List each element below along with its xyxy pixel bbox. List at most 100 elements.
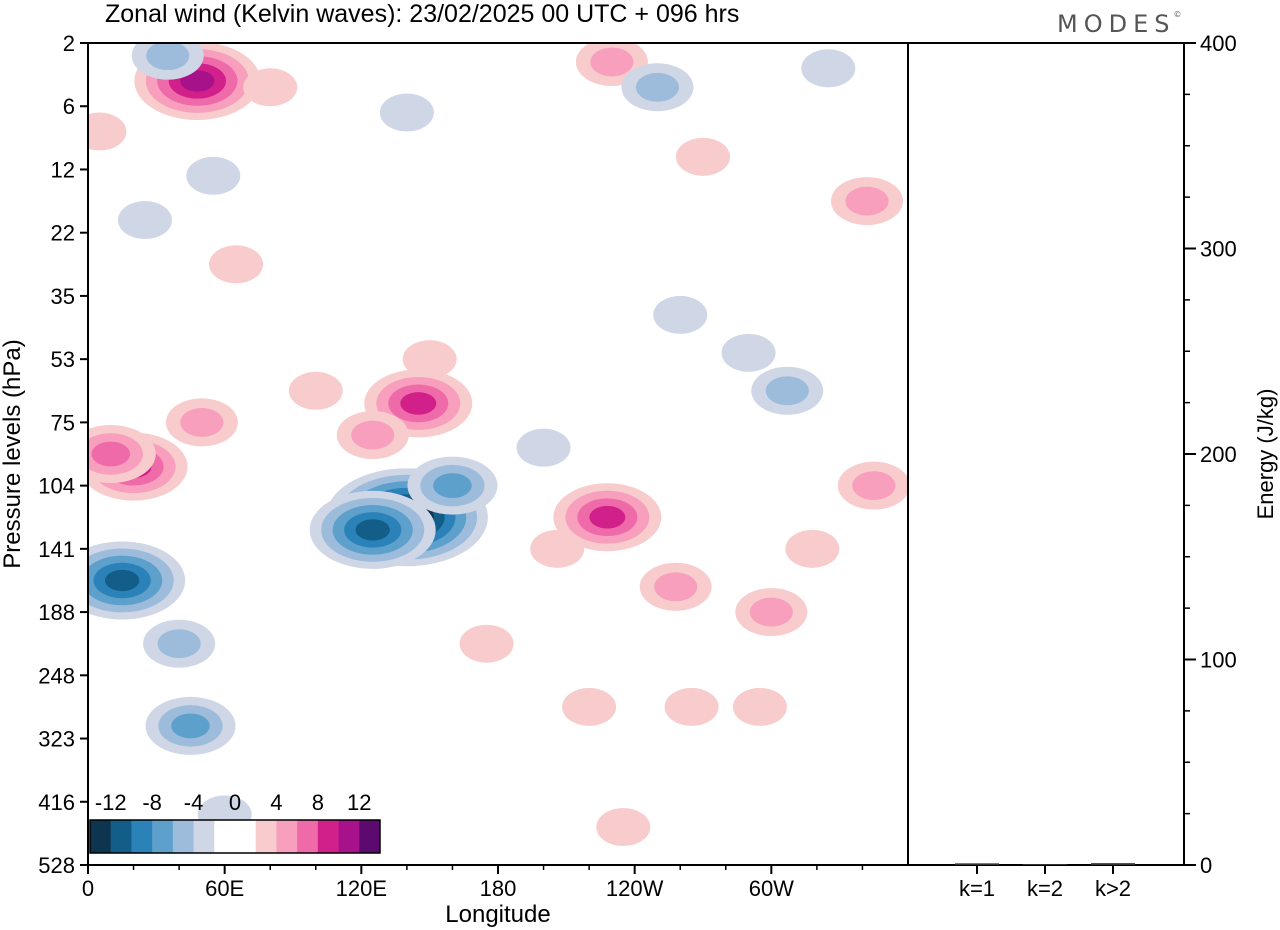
energy-bar — [1091, 863, 1135, 865]
longitude-tick-label: 60E — [205, 876, 244, 901]
energy-tick-label: 200 — [1200, 442, 1237, 467]
wind-anomaly-contour — [721, 333, 776, 372]
pressure-tick-label: 22 — [51, 221, 75, 246]
energy-tick-label: 400 — [1200, 31, 1237, 56]
colorbar-swatch — [214, 820, 236, 853]
colorbar-label: 0 — [229, 790, 241, 815]
energy-tick-label: 0 — [1200, 853, 1212, 878]
colorbar-swatch — [235, 820, 257, 853]
pressure-tick-label: 2 — [63, 31, 75, 56]
wind-anomaly-contour — [209, 245, 264, 284]
energy-bar — [955, 863, 999, 865]
colorbar-label: -12 — [95, 790, 127, 815]
modes-logo: MODES© — [1057, 10, 1181, 38]
colorbar-swatch — [110, 820, 132, 853]
wind-anomaly-contour — [785, 529, 840, 568]
wind-anomaly-contour — [635, 72, 680, 102]
wind-anomaly-contour — [157, 629, 201, 659]
energy-category-label: k=1 — [959, 876, 995, 901]
wind-anomaly-contour — [664, 687, 719, 726]
colorbar-swatch — [276, 820, 298, 853]
energy-category-label: k>2 — [1095, 876, 1131, 901]
wind-anomaly-contour — [288, 371, 343, 410]
energy-frame — [907, 42, 1185, 866]
brand-mark: © — [1173, 10, 1182, 19]
colorbar-swatch — [297, 820, 319, 853]
colorbar-swatch — [255, 820, 277, 853]
wind-anomaly-contour — [749, 597, 793, 627]
colorbar-swatch — [359, 820, 381, 853]
wind-anomaly-contour — [400, 392, 437, 415]
wind-anomaly-contour — [433, 473, 472, 499]
wind-anomaly-contour — [801, 49, 856, 88]
colorbar-legend: -12 -8 -4 0 4 8 12 — [89, 790, 381, 854]
pressure-tick-label: 75 — [51, 410, 75, 435]
wind-anomaly-contour — [530, 529, 585, 568]
longitude-tick-label: 120W — [606, 876, 664, 901]
longitude-tick-label: 120E — [336, 876, 387, 901]
wind-anomaly-contour — [676, 137, 730, 176]
colorbar-swatch — [152, 820, 174, 853]
wind-anomaly-contour — [355, 519, 390, 541]
pressure-tick-label: 12 — [51, 157, 75, 182]
pressure-tick-label: 188 — [38, 600, 75, 625]
pressure-tick-label: 6 — [63, 94, 75, 119]
pressure-tick-label: 416 — [38, 790, 75, 815]
energy-category-label: k=2 — [1027, 876, 1063, 901]
wind-anomaly-contour — [186, 156, 241, 195]
energy-bars: k=1 k=2 k>2 — [955, 863, 1135, 901]
energy-axis-label: Energy (J/kg) — [1253, 389, 1278, 520]
wind-anomaly-contour — [180, 407, 224, 437]
colorbar-frame — [89, 819, 381, 854]
pressure-axis: 2 6 12 22 35 53 75 104 141 188 248 323 416 528 — [38, 31, 88, 878]
wind-anomaly-contour — [765, 376, 809, 406]
wind-anomaly-contour — [88, 112, 127, 151]
wind-anomaly-contour — [516, 428, 571, 467]
colorbar-swatch — [193, 820, 215, 853]
colorbar-swatch — [317, 820, 340, 853]
wind-anomaly-contour — [590, 47, 634, 77]
wind-anomaly-contour — [180, 70, 215, 92]
colorbar-label: 4 — [270, 790, 282, 815]
longitude-axis: 0 60E 120E 180 120W 60W — [82, 865, 864, 901]
wind-anomaly-field — [88, 43, 908, 847]
pressure-tick-label: 104 — [38, 474, 75, 499]
pressure-tick-label: 528 — [38, 853, 75, 878]
wind-anomaly-contour — [117, 201, 172, 240]
energy-panel: k=1 k=2 k>2 0 100 200 300 400 Energy (J/kg) — [907, 31, 1278, 901]
energy-tick-label: 300 — [1200, 237, 1237, 262]
pressure-tick-label: 35 — [51, 284, 75, 309]
wind-anomaly-contour — [146, 43, 190, 71]
x-axis-label: Longitude — [445, 901, 550, 928]
figure-title: Zonal wind (Kelvin waves): 23/02/2025 00… — [105, 0, 739, 28]
energy-axis: 0 100 200 300 400 — [1184, 31, 1237, 878]
wind-anomaly-contour — [589, 505, 626, 529]
wind-anomaly-contour — [171, 713, 210, 739]
wind-anomaly-contour — [351, 420, 395, 450]
wind-anomaly-contour — [732, 687, 787, 726]
wind-anomaly-contour — [243, 68, 298, 107]
colorbar-swatch — [90, 820, 112, 853]
wind-anomaly-contour — [402, 340, 457, 379]
energy-bar — [1023, 864, 1067, 865]
colorbar-swatch — [131, 820, 153, 853]
longitude-tick-label: 60W — [749, 876, 794, 901]
wind-anomaly-contour — [104, 569, 140, 592]
zonal-wind-panel: 2 6 12 22 35 53 75 104 141 188 248 323 416 528 0 60E 12… — [0, 31, 909, 928]
wind-anomaly-contour — [91, 441, 131, 467]
colorbar-swatch — [172, 820, 195, 853]
colorbar-swatch — [338, 820, 360, 853]
wind-anomaly-contour — [459, 624, 514, 663]
energy-tick-label: 100 — [1200, 648, 1237, 673]
y-axis-label: Pressure levels (hPa) — [0, 339, 26, 568]
wind-anomaly-contour — [562, 687, 617, 726]
wind-anomaly-contour — [379, 93, 434, 132]
colorbar-label: 8 — [312, 790, 324, 815]
brand-text: MODES — [1057, 10, 1176, 38]
wind-anomaly-contour — [852, 471, 896, 501]
wind-anomaly-contour — [845, 186, 889, 216]
colorbar-label: 12 — [347, 790, 371, 815]
pressure-tick-label: 53 — [51, 347, 75, 372]
pressure-tick-label: 323 — [38, 727, 75, 752]
